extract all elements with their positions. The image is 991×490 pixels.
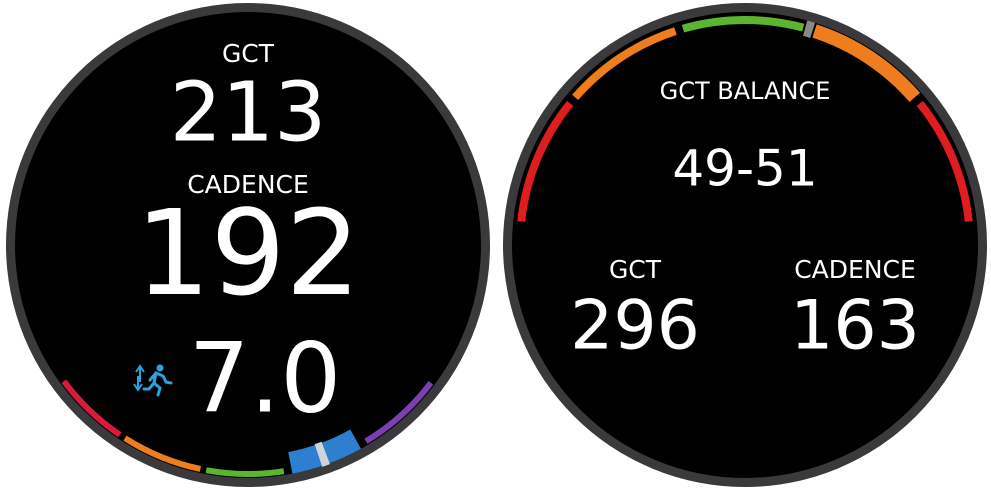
run-icon — [133, 364, 173, 397]
field-label: GCT — [222, 39, 275, 68]
gauge-segment — [802, 20, 816, 39]
title: GCT BALANCE — [660, 77, 831, 105]
gauge-segment — [681, 16, 805, 33]
field-label: GCT — [609, 255, 662, 284]
field-label: CADENCE — [794, 255, 916, 284]
field-label: CADENCE — [187, 170, 309, 199]
gauge-segment — [364, 381, 434, 444]
gauge-segment — [812, 24, 921, 103]
gauge-segment — [314, 441, 330, 467]
field-value: 213 — [170, 65, 327, 160]
gauge-segment — [916, 100, 973, 222]
gauge-segment — [61, 379, 122, 438]
field-value: 7.0 — [189, 322, 342, 434]
gauge-segment — [205, 467, 285, 477]
field-value: 296 — [570, 287, 700, 366]
gauge-segment — [517, 100, 574, 222]
field-value: 163 — [790, 287, 920, 366]
balance-value: 49-51 — [672, 140, 817, 198]
gauge-segment — [123, 435, 202, 472]
gauge-segment — [572, 27, 677, 101]
field-value: 192 — [135, 184, 360, 322]
screen — [15, 12, 481, 478]
